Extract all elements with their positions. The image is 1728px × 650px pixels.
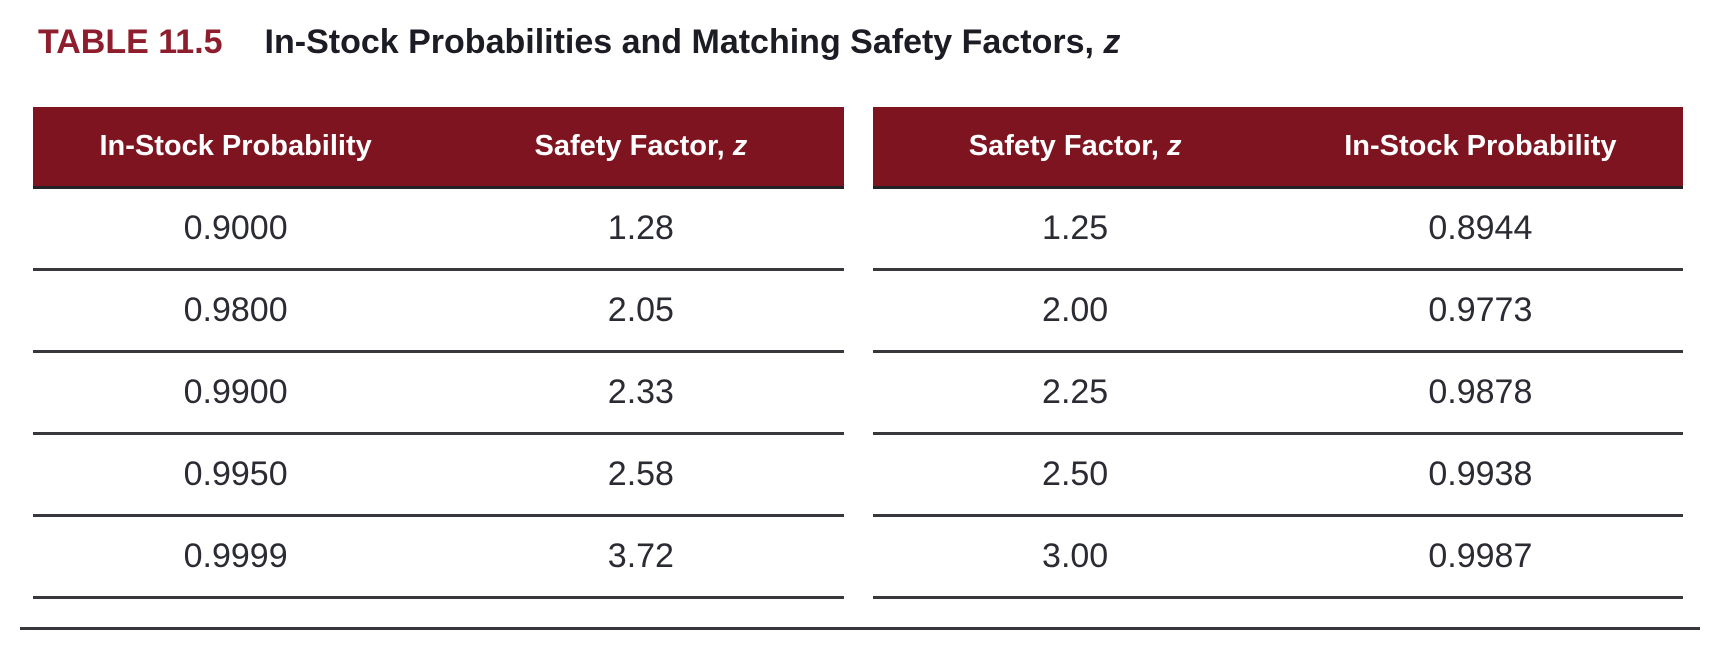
table-caption: TABLE 11.5 In-Stock Probabilities and Mat… bbox=[38, 22, 1120, 62]
table-row: 0.9800 2.05 bbox=[33, 269, 844, 353]
table-cell: 3.00 bbox=[872, 515, 1278, 599]
table-row: 2.50 0.9938 bbox=[872, 433, 1683, 517]
table-cell: 0.9938 bbox=[1277, 433, 1683, 517]
table-title-text: In-Stock Probabilities and Matching Safe… bbox=[264, 23, 1094, 61]
left-probability-table: In-Stock Probability Safety Factor, z 0.… bbox=[33, 107, 844, 599]
tables-container: In-Stock Probability Safety Factor, z 0.… bbox=[33, 107, 1683, 599]
header-label: In-Stock Probability bbox=[99, 129, 372, 162]
table-row: 2.25 0.9878 bbox=[872, 351, 1683, 435]
table-cell: 2.00 bbox=[872, 269, 1278, 353]
table-title-variable: z bbox=[1103, 23, 1121, 61]
table-cell: 2.50 bbox=[872, 433, 1278, 517]
table-cell: 0.9773 bbox=[1277, 269, 1683, 353]
header-cell-instock-probability: In-Stock Probability bbox=[33, 107, 439, 189]
table-row: 0.9900 2.33 bbox=[33, 351, 844, 435]
right-probability-table: Safety Factor, z In-Stock Probability 1.… bbox=[872, 107, 1683, 599]
table-row: 0.9950 2.58 bbox=[33, 433, 844, 517]
table-cell: 0.9987 bbox=[1277, 515, 1683, 599]
table-cell: 0.9878 bbox=[1277, 351, 1683, 435]
table-cell: 2.25 bbox=[872, 351, 1278, 435]
table-cell: 2.33 bbox=[438, 351, 844, 435]
header-label: Safety Factor, bbox=[968, 129, 1159, 162]
header-row: Safety Factor, z In-Stock Probability bbox=[872, 107, 1683, 189]
table-number-label: TABLE 11.5 bbox=[38, 23, 223, 61]
table-cell: 0.9999 bbox=[33, 515, 439, 599]
header-label: In-Stock Probability bbox=[1344, 129, 1617, 162]
table-row: 2.00 0.9773 bbox=[872, 269, 1683, 353]
table-cell: 0.9900 bbox=[33, 351, 439, 435]
table-cell: 3.72 bbox=[438, 515, 844, 599]
header-row: In-Stock Probability Safety Factor, z bbox=[33, 107, 844, 189]
table-row: 1.25 0.8944 bbox=[872, 187, 1683, 271]
table-cell: 2.05 bbox=[438, 269, 844, 353]
table-cell: 1.28 bbox=[438, 187, 844, 271]
header-variable: z bbox=[732, 129, 748, 162]
header-variable: z bbox=[1167, 129, 1182, 162]
table-cell: 0.9800 bbox=[33, 269, 439, 353]
left-table-header: In-Stock Probability Safety Factor, z bbox=[33, 107, 844, 189]
left-table-body: 0.9000 1.28 0.9800 2.05 0.9900 2.33 0.9950 2.58… bbox=[33, 187, 844, 599]
right-table-body: 1.25 0.8944 2.00 0.9773 2.25 0.9878 2.50 0.9938… bbox=[872, 187, 1683, 599]
table-cell: 0.9950 bbox=[33, 433, 439, 517]
table-cell: 0.9000 bbox=[33, 187, 439, 271]
table-cell: 0.8944 bbox=[1277, 187, 1683, 271]
header-cell-instock-probability: In-Stock Probability bbox=[1277, 107, 1683, 189]
header-label: Safety Factor, bbox=[534, 129, 725, 162]
table-row: 0.9999 3.72 bbox=[33, 515, 844, 599]
table-cell: 2.58 bbox=[438, 433, 844, 517]
bottom-rule-divider bbox=[20, 627, 1700, 630]
table-cell: 1.25 bbox=[872, 187, 1278, 271]
header-cell-safety-factor: Safety Factor, z bbox=[438, 107, 844, 189]
table-row: 3.00 0.9987 bbox=[872, 515, 1683, 599]
header-cell-safety-factor: Safety Factor, z bbox=[872, 107, 1278, 189]
right-table-header: Safety Factor, z In-Stock Probability bbox=[872, 107, 1683, 189]
table-row: 0.9000 1.28 bbox=[33, 187, 844, 271]
